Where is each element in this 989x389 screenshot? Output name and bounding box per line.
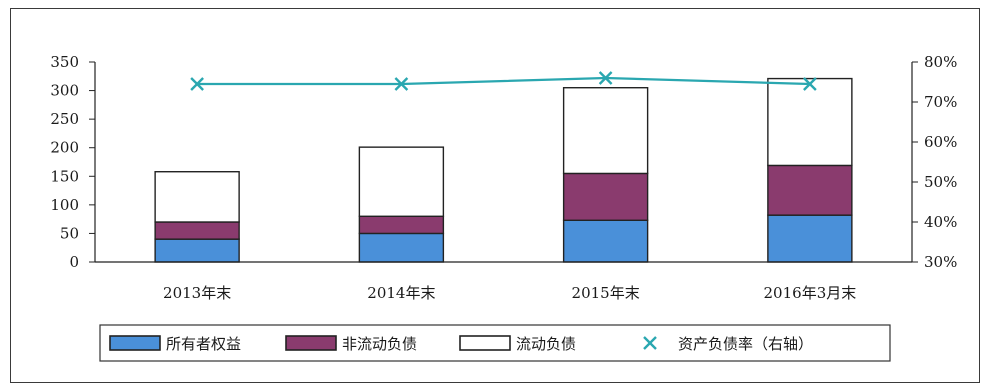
left-tick-label: 250 (50, 110, 79, 128)
legend: 所有者权益 非流动负债 流动负债 资产负债率（右轴） (99, 324, 891, 362)
category-label: 2015年末 (572, 284, 640, 302)
legend-label: 资产负债率（右轴） (678, 335, 813, 353)
bar-非流动负债-2014年末 (358, 215, 445, 235)
legend-label: 所有者权益 (166, 335, 241, 353)
bar-所有者权益-2014年末 (358, 232, 445, 263)
bar-流动负债-2013年末 (154, 171, 240, 223)
legend-swatch (109, 335, 161, 351)
bar-流动负债-2015年末 (562, 87, 649, 175)
debt-ratio-point (803, 77, 817, 91)
bar-非流动负债-2015年末 (562, 172, 649, 221)
debt-ratio-series (190, 71, 817, 91)
legend-marker-icon (643, 336, 657, 350)
left-tick-label: 200 (50, 139, 79, 157)
left-tick-label: 100 (50, 196, 79, 214)
category-label: 2013年末 (163, 284, 231, 302)
bar-非流动负债-2016年3月末 (767, 164, 853, 216)
left-tick-label: 150 (50, 167, 79, 185)
bar-所有者权益-2016年3月末 (767, 214, 853, 263)
left-tick-label: 0 (69, 253, 79, 271)
bar-流动负债-2016年3月末 (767, 77, 853, 167)
debt-ratio-line (197, 76, 810, 86)
legend-swatch (459, 335, 511, 351)
right-tick-label: 50% (924, 173, 957, 191)
right-tick-label: 40% (924, 213, 957, 231)
legend-label: 流动负债 (516, 335, 576, 353)
bar-非流动负债-2013年末 (154, 221, 240, 240)
debt-ratio-point (190, 77, 204, 91)
axes-group: 0 50 100 150 200 250 300 350 30% 40% 50% 60% 70% 80% 2… (50, 53, 957, 302)
right-tick-label: 30% (924, 253, 957, 271)
category-label: 2014年末 (367, 284, 435, 302)
bar-所有者权益-2013年末 (154, 238, 240, 263)
legend-box (99, 324, 891, 362)
legend-swatch (285, 335, 337, 351)
chart-frame (10, 8, 980, 383)
bar-所有者权益-2015年末 (562, 219, 649, 263)
bars-group (154, 77, 853, 263)
bar-流动负债-2014年末 (358, 146, 445, 217)
debt-ratio-point (394, 77, 409, 91)
left-tick-label: 50 (60, 224, 79, 242)
left-tick-label: 300 (50, 82, 79, 100)
left-tick-label: 350 (50, 53, 79, 71)
category-label: 2016年3月末 (764, 284, 857, 302)
legend-label: 非流动负债 (342, 335, 417, 353)
right-tick-label: 80% (924, 53, 957, 71)
right-tick-label: 70% (924, 93, 957, 111)
debt-ratio-point (598, 71, 613, 85)
right-tick-label: 60% (924, 133, 957, 151)
